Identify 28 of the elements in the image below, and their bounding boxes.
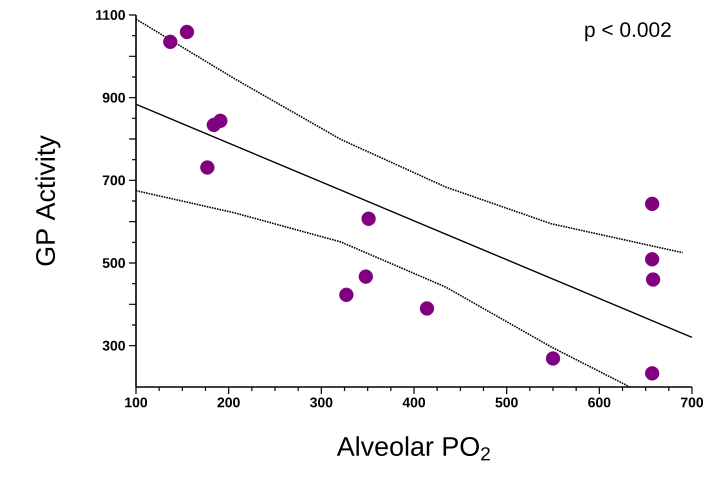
x-tick-label: 100 bbox=[125, 397, 148, 408]
point bbox=[163, 34, 178, 50]
point bbox=[200, 160, 215, 175]
point bbox=[358, 269, 373, 284]
y-tick-label: 900 bbox=[102, 92, 125, 103]
x-tick-label: 400 bbox=[402, 397, 426, 408]
x-tick-label: 200 bbox=[218, 397, 240, 408]
point bbox=[339, 288, 354, 302]
point bbox=[180, 24, 194, 40]
point bbox=[644, 196, 660, 212]
point bbox=[361, 212, 376, 226]
point bbox=[546, 351, 560, 366]
x-axis-title: Alveolar PO$_{2}$ bbox=[336, 436, 490, 460]
point bbox=[646, 272, 660, 287]
y-tick-label: 1100 bbox=[96, 10, 125, 20]
y-tick-label: 500 bbox=[102, 258, 125, 268]
x-tick-label: 500 bbox=[495, 397, 518, 408]
annotation: p < 0.002 bbox=[585, 22, 671, 42]
y-tick-label: 300 bbox=[102, 340, 125, 351]
x-tick-label: 700 bbox=[680, 397, 704, 408]
point bbox=[644, 252, 660, 266]
point bbox=[644, 366, 660, 381]
x-tick-label: 600 bbox=[588, 397, 610, 408]
y-axis-title: GP Activity bbox=[35, 135, 60, 266]
point bbox=[420, 301, 434, 316]
x-tick-label: 300 bbox=[310, 397, 332, 408]
y-tick-label: 700 bbox=[102, 175, 125, 186]
point bbox=[213, 114, 228, 128]
